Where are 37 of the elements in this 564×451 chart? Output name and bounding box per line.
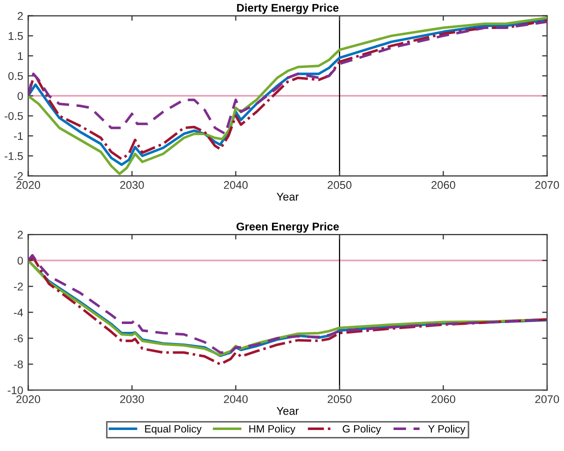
x-tick-label: 2020 [16,181,40,189]
y-tick-label: -0.5 [4,112,23,120]
legend-label: HM Policy [249,424,296,435]
y-tick-label: -8 [14,360,23,368]
x-tick-label: 2020 [16,395,40,404]
x-tick-label: 2070 [535,395,560,404]
y-tick-label: -2 [14,282,23,290]
legend-label: G Policy [342,424,382,435]
x-tick-label: 2060 [432,181,456,189]
x-tick-label: 2060 [432,395,456,404]
y-tick-label: 1.5 [8,32,23,40]
x-tick-label: 2070 [535,181,560,189]
legend-label: Equal Policy [145,424,202,435]
x-tick-label: 2040 [224,181,248,189]
y-tick-label: 2 [18,230,23,239]
y-tick-label: -2 [14,172,23,180]
x-axis-title: Year [276,407,299,415]
y-tick-label: 0 [18,256,23,265]
line-series [28,20,548,136]
y-tick-label: -1 [14,132,23,140]
chart-title: Green Energy Price [236,222,339,233]
y-tick-label: 0 [18,92,23,100]
x-tick-label: 2030 [120,181,144,189]
legend-label: Y Policy [428,424,466,435]
y-tick-label: -1.5 [4,152,23,160]
y-tick-label: -6 [14,334,23,342]
x-tick-label: 2050 [328,181,352,189]
y-tick-label: 2 [18,12,23,20]
y-tick-label: -4 [14,308,24,316]
chart-title: Dierty Energy Price [237,4,339,14]
x-tick-label: 2040 [224,395,248,404]
y-tick-label: 0.5 [8,72,23,80]
x-tick-label: 2050 [328,395,352,404]
x-tick-label: 2030 [120,395,144,404]
y-tick-label: 1 [18,52,23,60]
y-tick-label: -10 [8,386,23,394]
x-axis-title: Year [276,192,299,201]
